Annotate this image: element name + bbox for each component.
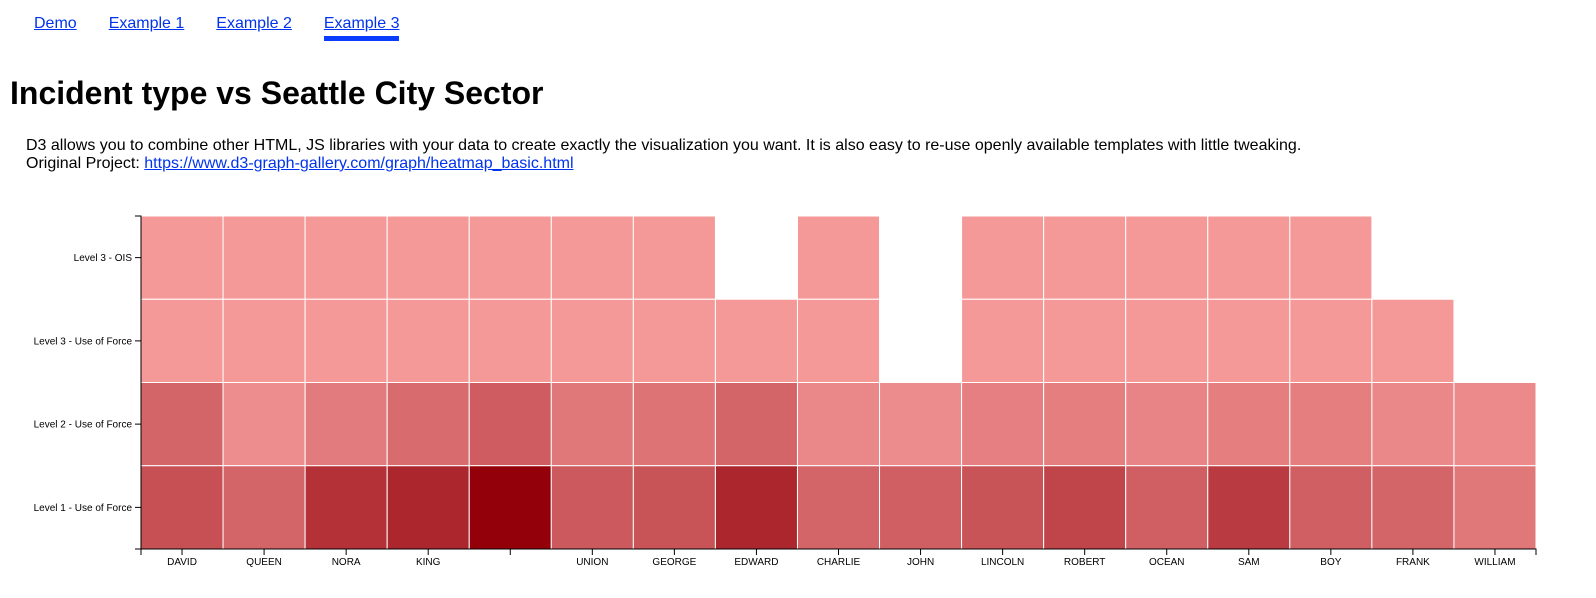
heatmap-cell xyxy=(796,298,881,383)
heatmap-cell xyxy=(796,465,881,550)
heatmap-cell xyxy=(1207,465,1291,550)
heatmap-cell xyxy=(386,382,470,467)
x-tick-label: OCEAN xyxy=(1149,557,1185,568)
heatmap-cell xyxy=(1371,298,1455,383)
x-tick-label: UNION xyxy=(576,557,608,568)
original-project-line: Original Project: https://www.d3-graph-g… xyxy=(26,155,1301,173)
heatmap-cell xyxy=(386,215,470,300)
heatmap-cell xyxy=(1371,382,1455,467)
heatmap-cell xyxy=(468,382,552,467)
heatmap-cell xyxy=(1043,465,1127,550)
x-tick-label: EDWARD xyxy=(734,557,778,568)
heatmap-cell xyxy=(1043,382,1127,467)
heatmap-cell xyxy=(961,465,1045,550)
nav-link-example-2[interactable]: Example 2 xyxy=(216,15,292,32)
heatmap-cell xyxy=(386,298,470,383)
heatmap-cell xyxy=(961,215,1045,300)
nav-link-example-1[interactable]: Example 1 xyxy=(108,15,185,32)
heatmap-cell xyxy=(550,215,634,300)
heatmap-cell xyxy=(1289,382,1373,467)
x-tick-label: LINCOLN xyxy=(981,557,1024,568)
heatmap-cell xyxy=(222,298,306,383)
heatmap-cell xyxy=(714,465,798,550)
nav-link-demo[interactable]: Demo xyxy=(34,15,77,32)
heatmap-cell xyxy=(550,382,634,467)
heatmap-cell xyxy=(468,465,552,550)
heatmap-cell xyxy=(222,215,306,300)
heatmap-cell xyxy=(632,298,716,383)
heatmap-cell xyxy=(550,465,634,550)
x-tick-label: GEORGE xyxy=(652,557,696,568)
heatmap-cell xyxy=(714,298,798,383)
heatmap-cell xyxy=(386,465,470,550)
heatmap-cell xyxy=(140,465,224,550)
x-tick-label: SAM xyxy=(1238,557,1260,568)
original-project-label: Original Project: xyxy=(26,155,140,172)
heatmap-cell xyxy=(879,382,963,467)
heatmap-cell xyxy=(632,215,716,300)
heatmap-cells xyxy=(140,215,1537,550)
heatmap-cell xyxy=(632,382,716,467)
heatmap-cell xyxy=(1207,215,1291,300)
heatmap-cell xyxy=(879,465,963,550)
y-axis-line xyxy=(135,215,142,550)
heatmap-cell xyxy=(222,382,306,467)
x-tick-label: CHARLIE xyxy=(817,557,861,568)
y-tick-label: Level 3 - Use of Force xyxy=(34,336,133,347)
heatmap-cell xyxy=(140,215,224,300)
heatmap-cell xyxy=(140,382,224,467)
page-title: Incident type vs Seattle City Sector xyxy=(10,75,544,111)
heatmap-cell xyxy=(468,215,552,300)
heatmap-cell xyxy=(961,298,1045,383)
heatmap-cell xyxy=(1289,215,1373,300)
x-tick-label: QUEEN xyxy=(246,557,282,568)
x-tick-label: FRANK xyxy=(1396,557,1430,568)
heatmap-cell xyxy=(304,298,388,383)
y-tick-label: Level 2 - Use of Force xyxy=(34,420,133,431)
heatmap-cell xyxy=(1453,382,1537,467)
heatmap-cell xyxy=(796,215,881,300)
x-tick-label: ROBERT xyxy=(1064,557,1106,568)
heatmap-cell xyxy=(1207,382,1291,467)
heatmap-cell xyxy=(632,465,716,550)
heatmap-cell xyxy=(1043,215,1127,300)
x-tick-label: KING xyxy=(416,557,441,568)
heatmap-cell xyxy=(796,382,881,467)
x-axis: DAVID QUEEN NORA KING UNION GEORGE EDWARD CHARL… xyxy=(140,548,1537,568)
heatmap-cell xyxy=(1125,298,1209,383)
x-tick-label: DAVID xyxy=(167,557,197,568)
heatmap-cell xyxy=(304,465,388,550)
heatmap-cell xyxy=(714,382,798,467)
x-tick-label: BOY xyxy=(1320,557,1341,568)
heatmap-cell xyxy=(1453,465,1537,550)
nav-link-example-3[interactable]: Example 3 xyxy=(323,14,400,41)
heatmap-chart: Level 3 - OIS Level 3 - Use of Force Level… xyxy=(34,215,1537,568)
heatmap-cell xyxy=(1125,465,1209,550)
heatmap-cell xyxy=(1289,298,1373,383)
heatmap-cell xyxy=(468,298,552,383)
heatmap-cell xyxy=(304,215,388,300)
y-tick-label: Level 3 - OIS xyxy=(74,253,133,264)
top-nav: Demo Example 1 Example 2 Example 3 xyxy=(34,14,431,42)
description: D3 allows you to combine other HTML, JS … xyxy=(26,137,1301,173)
heatmap-cell xyxy=(1289,465,1373,550)
heatmap-cell xyxy=(550,298,634,383)
x-tick-label: JOHN xyxy=(907,557,934,568)
heatmap-cell xyxy=(1043,298,1127,383)
y-axis: Level 3 - OIS Level 3 - Use of Force Level… xyxy=(34,215,142,550)
heatmap-cell xyxy=(140,298,224,383)
y-tick-label: Level 1 - Use of Force xyxy=(34,503,133,514)
heatmap-cell xyxy=(1371,465,1455,550)
heatmap-cell xyxy=(1207,298,1291,383)
heatmap-cell xyxy=(304,382,388,467)
heatmap-cell xyxy=(222,465,306,550)
heatmap-cell xyxy=(1125,215,1209,300)
x-tick-label: WILLIAM xyxy=(1474,557,1515,568)
heatmap-cell xyxy=(1125,382,1209,467)
original-project-link[interactable]: https://www.d3-graph-gallery.com/graph/h… xyxy=(144,155,574,172)
x-tick-label: NORA xyxy=(332,557,361,568)
description-text: D3 allows you to combine other HTML, JS … xyxy=(26,137,1302,154)
heatmap-cell xyxy=(961,382,1045,467)
